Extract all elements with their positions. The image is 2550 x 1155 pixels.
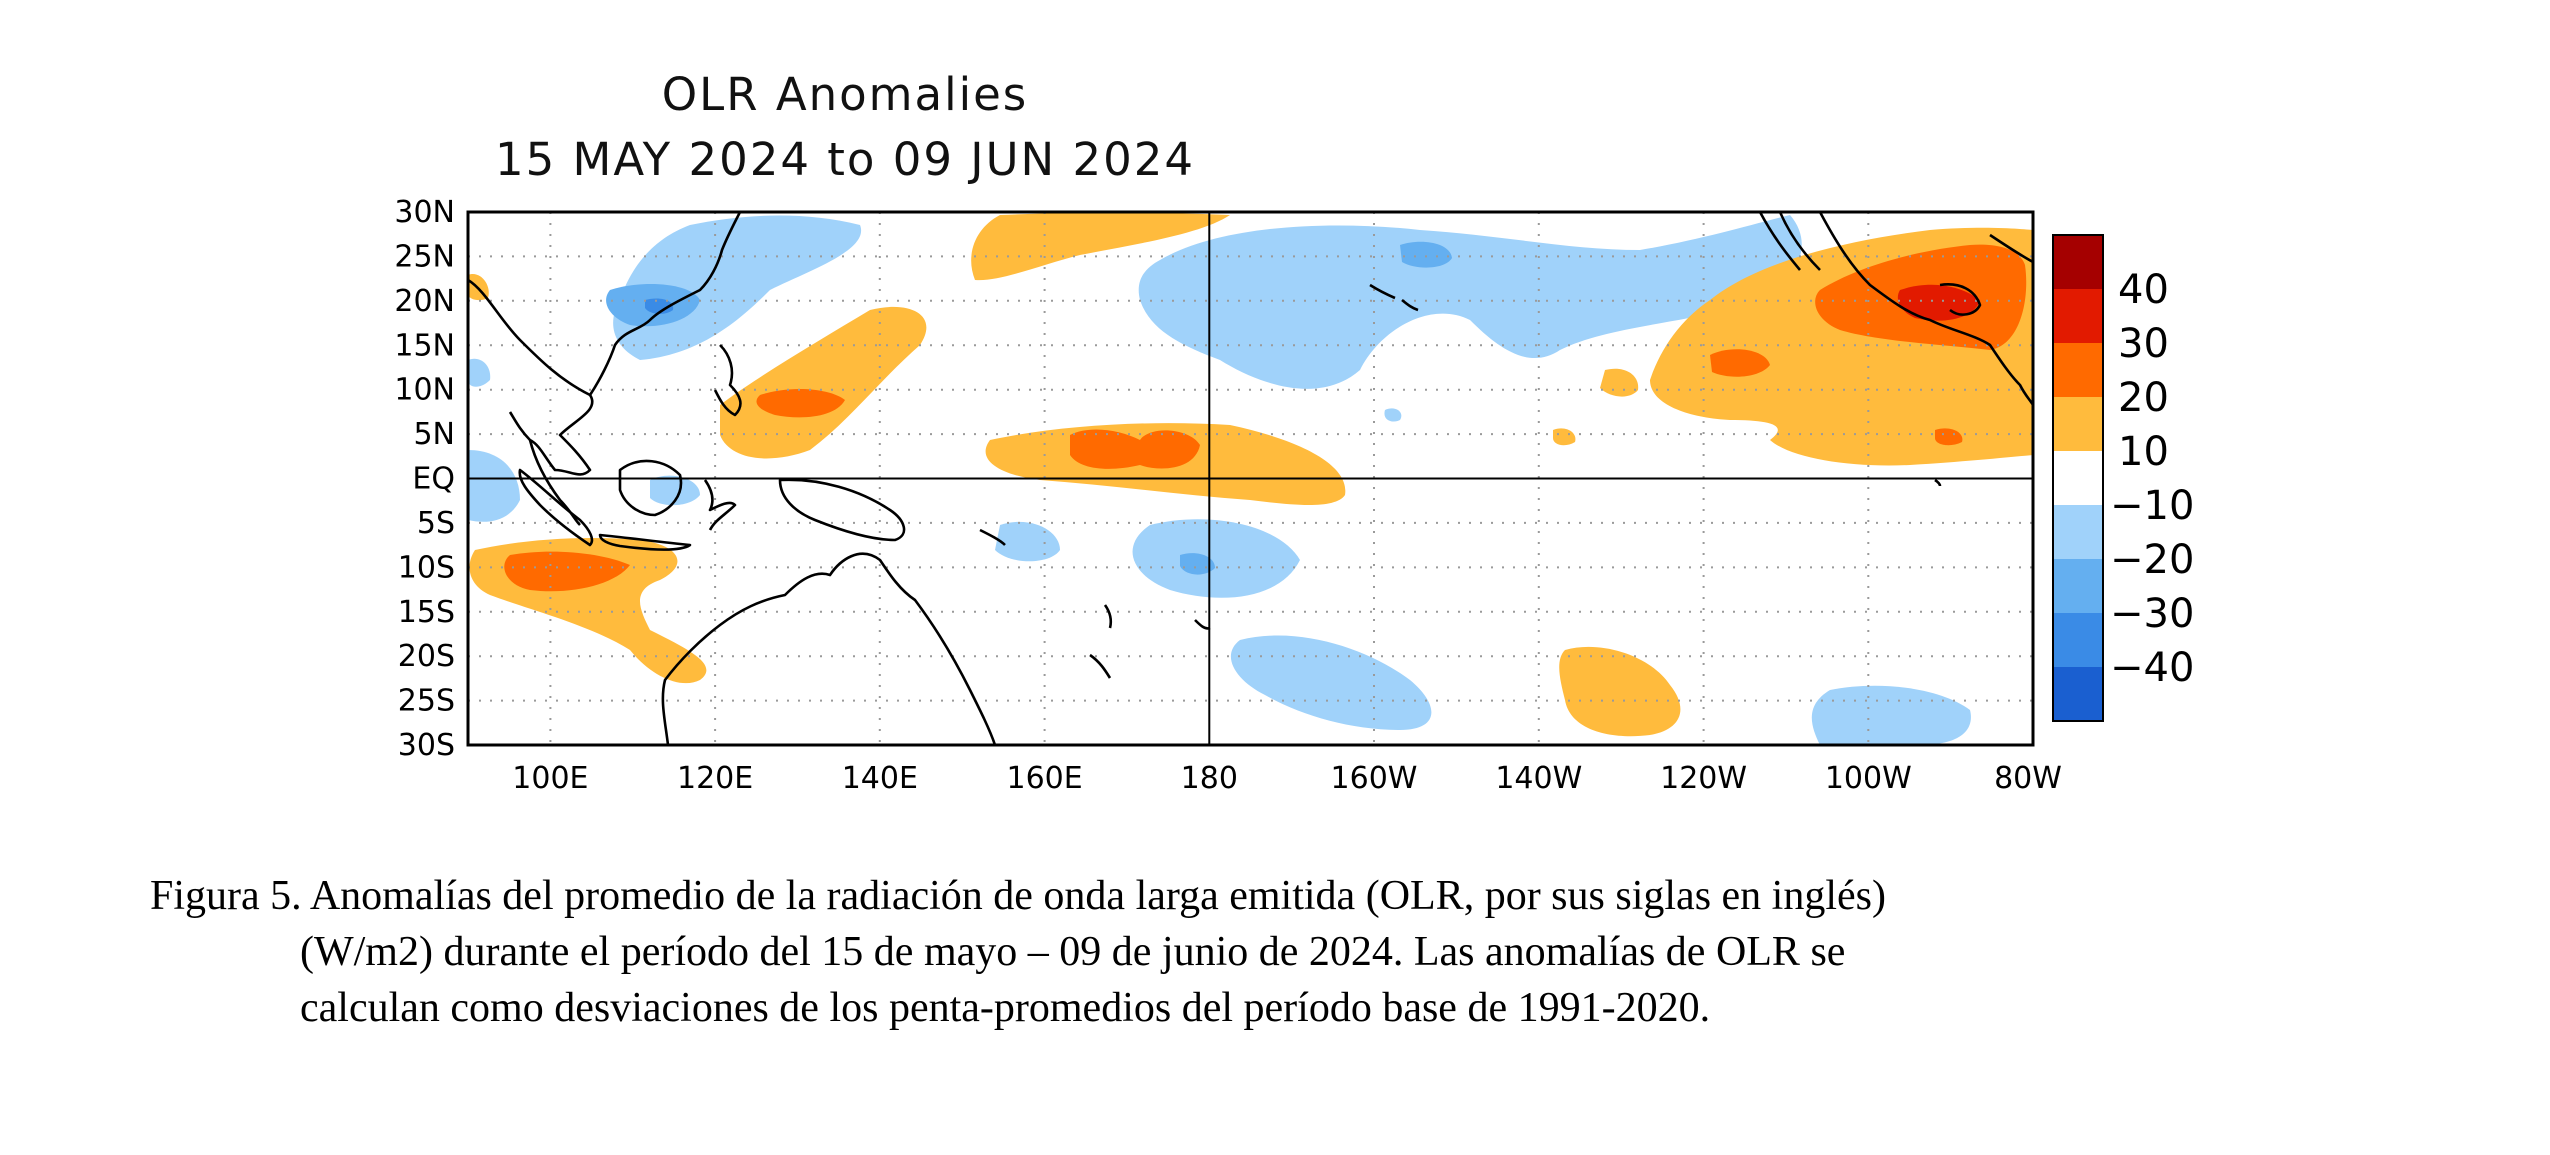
lon-label: 160W <box>1331 761 1418 796</box>
lon-label: 140E <box>842 761 918 796</box>
java <box>598 533 692 551</box>
anomaly-region <box>1132 519 1300 598</box>
positive-anomaly-30 <box>1897 284 1980 321</box>
legend-swatch-neg40 <box>2053 667 2103 721</box>
anomaly-region <box>1897 284 1980 321</box>
legend-swatch-neutral <box>2053 451 2103 505</box>
lat-label: 25N <box>394 239 455 274</box>
legend-label: −20 <box>2110 537 2194 583</box>
lat-label: 20N <box>394 284 455 319</box>
southeast-asia-coastline <box>588 212 742 396</box>
legend-label: 30 <box>2118 321 2169 367</box>
anomaly-region <box>613 215 862 360</box>
anomaly-region <box>1384 408 1402 422</box>
legend-swatch-neg30 <box>2053 613 2103 667</box>
lon-label: 140W <box>1495 761 1582 796</box>
coastlines <box>468 212 2033 745</box>
legend-labels: 40 30 20 10 −10 −20 −30 −40 <box>2110 267 2194 691</box>
legend-swatch-neg10 <box>2053 505 2103 559</box>
anomaly-region <box>645 298 674 314</box>
australia-coastline <box>661 552 997 745</box>
legend-swatch-neg20 <box>2053 559 2103 613</box>
baja-california <box>1758 212 1821 271</box>
new-guinea <box>778 478 906 542</box>
lat-label: EQ <box>412 462 455 497</box>
anomaly-region <box>1230 635 1432 730</box>
anomaly-region <box>1710 349 1770 377</box>
lon-label: 100W <box>1825 761 1912 796</box>
legend-swatch-40 <box>2053 235 2103 289</box>
gulf-coast <box>1989 233 2033 264</box>
lat-label: 25S <box>398 684 455 719</box>
lat-label: 15N <box>394 328 455 363</box>
philippines <box>713 344 742 417</box>
anomaly-region <box>1559 646 1681 737</box>
anomaly-region <box>1553 428 1576 446</box>
legend-frame <box>2052 234 2104 722</box>
sumatra <box>518 468 594 547</box>
lat-label: 20S <box>398 639 455 674</box>
anomaly-region <box>756 388 845 418</box>
legend-label: 40 <box>2118 267 2169 313</box>
anomaly-region <box>1400 241 1452 268</box>
lon-label: 120E <box>677 761 753 796</box>
legend-label: −10 <box>2110 483 2194 529</box>
negative-anomaly-30 <box>645 298 674 314</box>
anomaly-region <box>1600 368 1639 397</box>
anomaly-region <box>1180 553 1215 575</box>
lon-label: 120W <box>1660 761 1747 796</box>
anomaly-region <box>468 450 520 522</box>
lat-label: 30S <box>398 728 455 763</box>
lat-label: 5N <box>413 417 455 452</box>
anomaly-region <box>1935 428 1963 446</box>
graticule <box>468 212 2033 745</box>
legend-swatch-20 <box>2053 343 2103 397</box>
lat-label: 15S <box>398 595 455 630</box>
legend-label: 10 <box>2118 429 2169 475</box>
legend-label: −40 <box>2110 645 2194 691</box>
caption-line: calculan como desviaciones de los penta-… <box>300 985 1711 1031</box>
anomaly-region <box>468 358 491 387</box>
legend-swatch-30 <box>2053 289 2103 343</box>
olr-figure: OLR Anomalies 15 MAY 2024 to 09 JUN 2024 <box>394 68 2194 796</box>
malay-peninsula <box>528 439 581 526</box>
map-frame <box>466 210 2035 747</box>
solomon-islands <box>979 528 1006 546</box>
vanuatu <box>1103 604 1113 629</box>
lon-label: 160E <box>1006 761 1082 796</box>
legend-label: −30 <box>2110 591 2194 637</box>
yucatan <box>1939 283 1982 316</box>
new-caledonia <box>1089 653 1112 679</box>
borneo <box>618 459 683 517</box>
legend-label: 20 <box>2118 375 2169 421</box>
lon-label: 100E <box>512 761 588 796</box>
map-title: OLR Anomalies <box>661 68 1029 121</box>
anomaly-field <box>468 212 2033 745</box>
longitude-labels: 100E 120E 140E 160E 180 160W 140W 120W 1… <box>512 761 2062 796</box>
mexico-coastline <box>1818 212 2033 406</box>
caption-line: Figura 5. Anomalías del promedio de la r… <box>150 873 1886 919</box>
caption-line: (W/m2) durante el período del 15 de mayo… <box>300 929 1846 975</box>
sulawesi <box>703 479 737 531</box>
hawaii <box>1369 283 1419 312</box>
lat-label: 10N <box>394 373 455 408</box>
asia-coastline <box>468 278 594 476</box>
figure-caption: Figura 5. Anomalías del promedio de la r… <box>150 868 2490 1036</box>
legend-colorbar: 40 30 20 10 −10 −20 −30 −40 <box>2052 234 2194 722</box>
anomaly-region <box>1070 429 1200 469</box>
map-subtitle: 15 MAY 2024 to 09 JUN 2024 <box>494 133 1196 186</box>
lat-label: 10S <box>398 550 455 585</box>
galapagos <box>1934 478 1942 487</box>
latitude-labels: 30N 25N 20N 15N 10N 5N EQ 5S 10S 15S 20S… <box>394 195 455 763</box>
olr-map-svg: 30N 25N 20N 15N 10N 5N EQ 5S 10S 15S 20S… <box>394 195 2194 796</box>
lat-label: 5S <box>417 506 455 541</box>
anomaly-region <box>720 306 927 459</box>
lat-label: 30N <box>394 195 455 230</box>
legend-swatch-10 <box>2053 397 2103 451</box>
anomaly-region <box>971 212 1230 281</box>
lon-label: 180 <box>1181 761 1238 796</box>
lon-label: 80W <box>1994 761 2062 796</box>
anomaly-region <box>504 551 630 592</box>
anomaly-region <box>650 475 700 506</box>
